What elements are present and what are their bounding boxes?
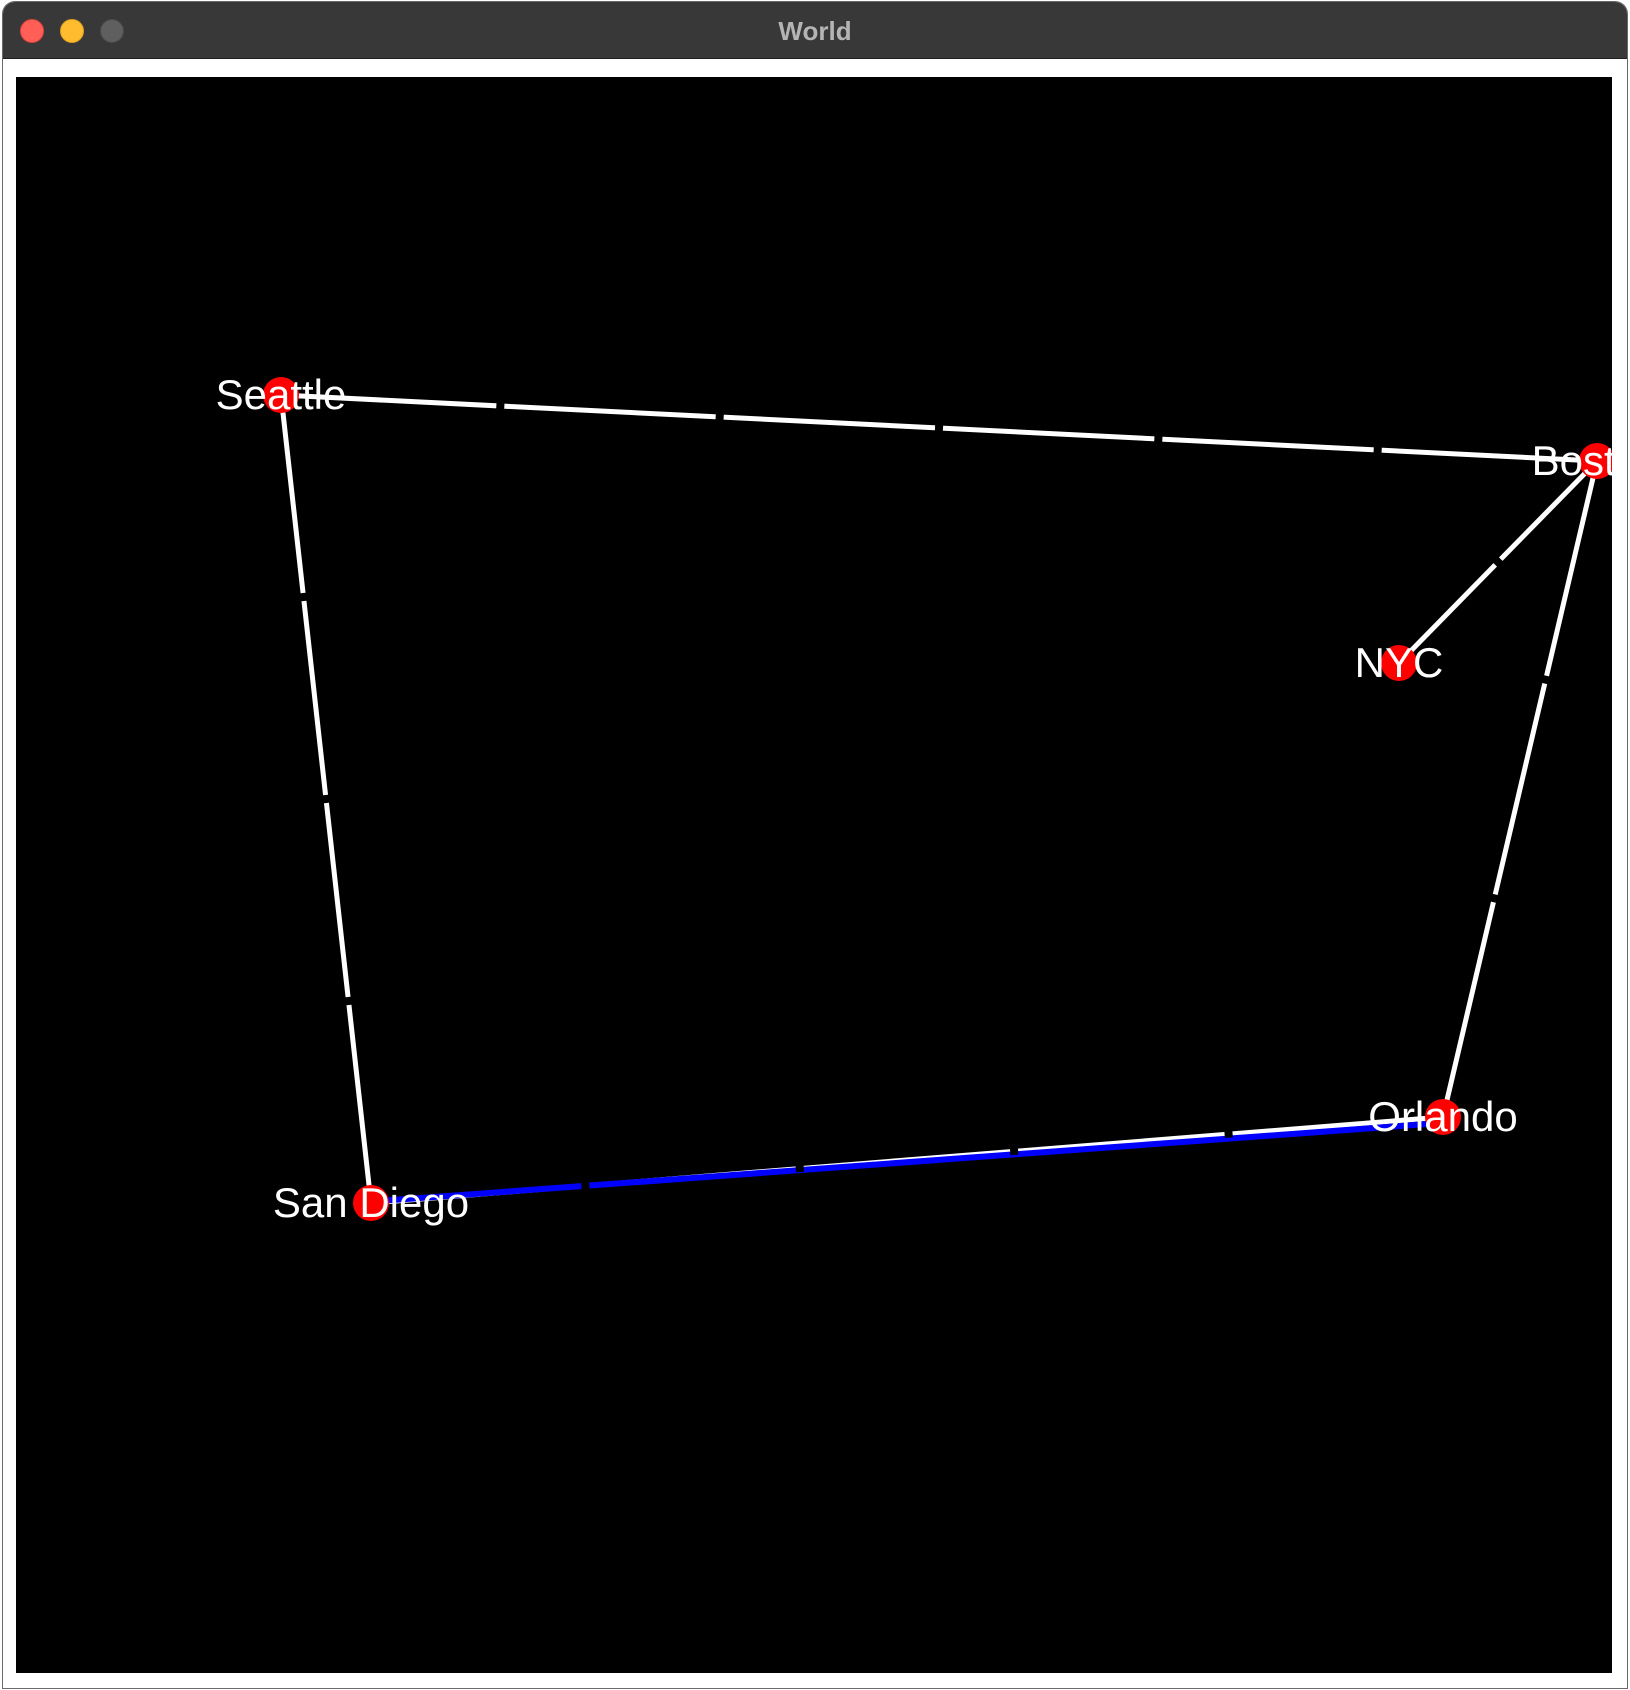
map-canvas[interactable]: Seattle Boston NYC Orlando San Diego <box>16 77 1612 1673</box>
city-marker[interactable] <box>353 1185 389 1221</box>
city-boston[interactable]: Boston <box>1532 437 1612 484</box>
city-label: San Diego <box>273 1179 469 1226</box>
road-boston-nyc <box>1397 459 1599 665</box>
road-line <box>1440 460 1600 1118</box>
road-tick <box>1492 556 1504 568</box>
window-title: World <box>778 16 852 46</box>
road-tick <box>322 794 330 804</box>
roads-layer <box>278 392 1600 1206</box>
close-window-button[interactable] <box>20 19 44 43</box>
city-label: NYC <box>1355 639 1444 686</box>
road-seattle-san-diego <box>278 394 374 1204</box>
road-tick <box>299 592 308 602</box>
city-seattle[interactable]: Seattle <box>216 371 347 418</box>
road-tick <box>1490 893 1499 904</box>
city-orlando[interactable]: Orlando <box>1368 1093 1517 1140</box>
city-san-diego[interactable]: San Diego <box>273 1179 469 1226</box>
city-label: Seattle <box>216 371 347 418</box>
title-bar[interactable]: World <box>3 2 1627 59</box>
map-drawing[interactable]: Seattle Boston NYC Orlando San Diego <box>16 77 1612 1673</box>
road-seattle-boston <box>280 392 1598 464</box>
city-marker[interactable] <box>1381 645 1417 681</box>
road-tick <box>344 996 353 1006</box>
road-tick <box>1541 674 1550 685</box>
city-nyc[interactable]: NYC <box>1355 639 1444 686</box>
road-tick <box>795 1164 805 1173</box>
minimize-window-button[interactable] <box>60 19 84 43</box>
maximize-window-button[interactable] <box>100 19 124 43</box>
highlighted-route-line <box>378 1119 1456 1204</box>
road-san-diego-orlando <box>370 1114 1456 1206</box>
city-marker[interactable] <box>1425 1099 1461 1135</box>
city-label: Orlando <box>1368 1093 1517 1140</box>
city-marker[interactable] <box>263 377 299 413</box>
road-boston-orlando <box>1440 460 1600 1118</box>
road-tick <box>1224 1130 1233 1139</box>
road-tick <box>1009 1147 1019 1156</box>
road-tick <box>581 1181 590 1190</box>
city-label: Boston <box>1532 437 1612 484</box>
cities-layer: Seattle Boston NYC Orlando San Diego <box>216 371 1612 1226</box>
canvas-frame: Seattle Boston NYC Orlando San Diego <box>8 69 1620 1681</box>
window-content: Seattle Boston NYC Orlando San Diego <box>3 59 1627 1688</box>
app-window: World Seattle Boston NYC Orlando San Diego <box>3 2 1627 1688</box>
city-marker[interactable] <box>1579 443 1612 479</box>
